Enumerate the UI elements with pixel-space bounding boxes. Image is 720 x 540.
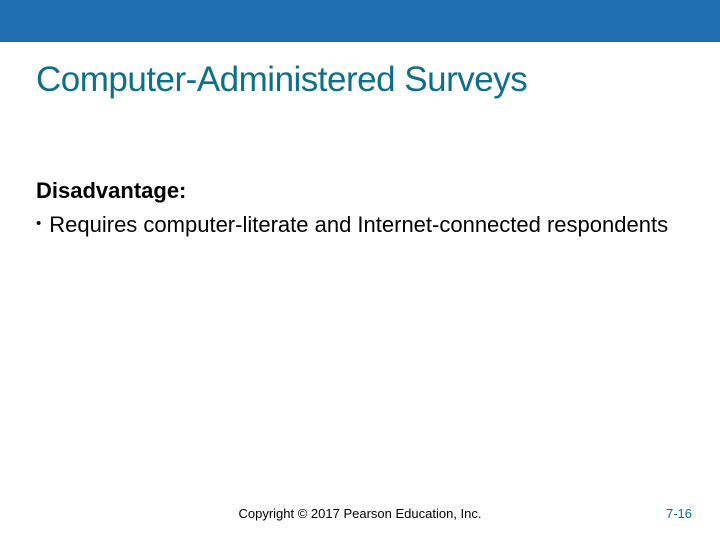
slide-title: Computer-Administered Surveys (36, 60, 684, 100)
copyright-text: Copyright © 2017 Pearson Education, Inc. (238, 506, 481, 521)
body-block: Disadvantage: • Requires computer-litera… (36, 178, 684, 240)
page-number: 7-16 (666, 506, 692, 521)
bullet-text: Requires computer-literate and Internet-… (49, 210, 668, 240)
bullet-dot-icon: • (36, 210, 41, 234)
bullet-item: • Requires computer-literate and Interne… (36, 210, 684, 240)
footer: Copyright © 2017 Pearson Education, Inc.… (0, 506, 720, 526)
top-accent-bar (0, 0, 720, 42)
slide-content: Computer-Administered Surveys Disadvanta… (0, 42, 720, 240)
subheading-disadvantage: Disadvantage: (36, 178, 684, 204)
